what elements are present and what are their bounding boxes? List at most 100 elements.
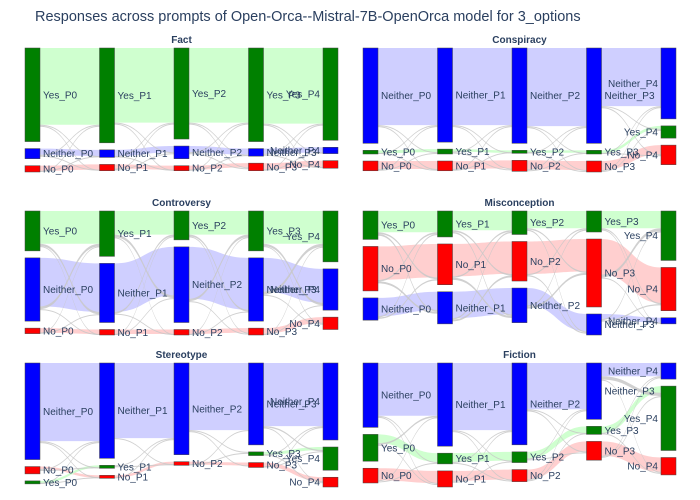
link-yes-to-yes <box>189 211 249 235</box>
node-no-p0 <box>24 466 41 475</box>
node-no-p4 <box>660 457 677 476</box>
link-yes-to-no <box>378 232 438 280</box>
link-yes-to-yes <box>40 465 100 484</box>
node-neither-p2 <box>511 362 528 446</box>
node-label: Neither_P3 <box>267 285 317 296</box>
node-no-p0 <box>362 246 379 292</box>
link-no-to-no <box>378 243 438 280</box>
node-label: Neither_P0 <box>43 407 93 418</box>
link-neither-to-neither <box>601 313 661 323</box>
node-label: Yes_P4 <box>624 231 659 242</box>
link-neither-to-neither <box>114 146 174 157</box>
link-yes-to-no <box>40 125 100 171</box>
node-no-p1 <box>99 164 115 171</box>
panel-misconception: Misconception Yes_P0 No_P0 Neither_P0 Yes_P1… <box>362 198 677 336</box>
link-no-to-no <box>40 466 100 478</box>
node-yes-p1 <box>437 210 453 238</box>
links <box>40 211 323 335</box>
link-neither-to-neither <box>189 246 249 310</box>
link-no-to-yes <box>40 125 100 172</box>
node-label: Neither_P2 <box>530 301 580 312</box>
link-neither-to-neither <box>40 148 100 157</box>
node-no-p4 <box>660 144 677 165</box>
panel-fact: Fact Yes_P0 Neither_P0 No_P0 Yes_P1 Neither_P… <box>24 35 339 175</box>
link-yes-to-yes <box>452 211 512 231</box>
node-label: Yes_P2 <box>530 453 565 464</box>
node-neither-p2 <box>511 287 528 323</box>
node-no-p0 <box>24 165 41 173</box>
link-no-to-neither <box>378 126 438 171</box>
node-no-p3 <box>586 160 602 173</box>
link-no-to-neither <box>601 107 661 172</box>
node-label: Yes_P1 <box>456 147 491 158</box>
link-no-to-neither <box>263 152 323 171</box>
node-label: Neither_P2 <box>530 91 580 102</box>
node-yes-p4 <box>660 385 677 451</box>
node-label: Yes_P4 <box>624 128 659 139</box>
node-no-p4 <box>660 267 677 311</box>
node-yes-p3 <box>586 426 602 435</box>
link-no-to-no <box>527 239 587 274</box>
link-no-to-yes <box>527 228 587 276</box>
node-yes-p1 <box>99 465 115 469</box>
node-no-p2 <box>511 241 528 282</box>
node-yes-p1 <box>437 452 453 465</box>
link-yes-to-neither <box>452 231 512 316</box>
node-label: Yes_P4 <box>286 454 321 465</box>
node-label: No_P0 <box>43 466 74 477</box>
node-yes-p2 <box>511 451 528 463</box>
link-neither-to-yes <box>40 441 100 469</box>
node-no-p2 <box>173 461 190 466</box>
links <box>40 48 323 172</box>
node-label: Yes_P2 <box>530 218 565 229</box>
link-yes-to-neither <box>452 125 512 153</box>
link-neither-to-no <box>114 313 174 335</box>
node-yes-p3 <box>248 451 264 456</box>
node-label: Neither_P1 <box>118 288 168 299</box>
link-neither-to-yes <box>601 231 661 321</box>
link-yes-to-neither <box>40 442 100 484</box>
page-title: Responses across prompts of Open-Orca--M… <box>35 9 581 25</box>
node-neither-p2 <box>173 145 190 159</box>
node-label: Yes_P4 <box>286 232 321 243</box>
link-no-to-yes <box>452 152 512 171</box>
node-no-p3 <box>248 327 264 336</box>
link-neither-to-no <box>263 427 323 483</box>
link-yes-to-neither <box>114 234 174 299</box>
node-label: No_P1 <box>456 161 487 172</box>
link-yes-to-no <box>378 444 438 486</box>
node-no-p4 <box>322 476 339 488</box>
link-neither-to-yes <box>263 123 323 155</box>
node-label: No_P2 <box>530 161 561 172</box>
node-yes-p0 <box>24 480 41 485</box>
link-yes-to-neither <box>189 122 249 156</box>
link-no-to-neither <box>189 155 249 171</box>
link-neither-to-yes <box>378 415 438 463</box>
link-no-to-yes <box>601 228 661 278</box>
node-label: No_P2 <box>192 459 223 470</box>
node-label: Neither_P1 <box>456 303 506 314</box>
node-neither-p1 <box>99 263 115 323</box>
link-no-to-neither <box>601 377 661 457</box>
node-yes-p0 <box>362 150 379 155</box>
node-label: Neither_P3 <box>605 91 655 102</box>
links <box>378 48 661 172</box>
node-yes-p3 <box>586 150 602 155</box>
link-no-to-neither <box>452 431 512 482</box>
link-no-to-yes <box>527 153 587 172</box>
link-yes-to-yes <box>263 48 323 124</box>
node-no-p3 <box>586 441 602 461</box>
node-label: No_P1 <box>118 328 149 339</box>
link-yes-to-neither <box>452 430 512 463</box>
node-neither-p2 <box>173 362 190 455</box>
node-label: No_P4 <box>627 150 658 161</box>
link-no-to-yes <box>263 124 323 171</box>
node-label: No_P3 <box>605 269 636 280</box>
link-neither-to-neither <box>263 147 323 154</box>
node-neither-p1 <box>437 362 453 447</box>
link-no-to-neither <box>40 314 100 334</box>
node-no-p4 <box>322 160 339 169</box>
node-neither-p4 <box>322 268 339 311</box>
node-label: Neither_P0 <box>381 305 431 316</box>
node-label: Neither_P1 <box>456 91 506 102</box>
